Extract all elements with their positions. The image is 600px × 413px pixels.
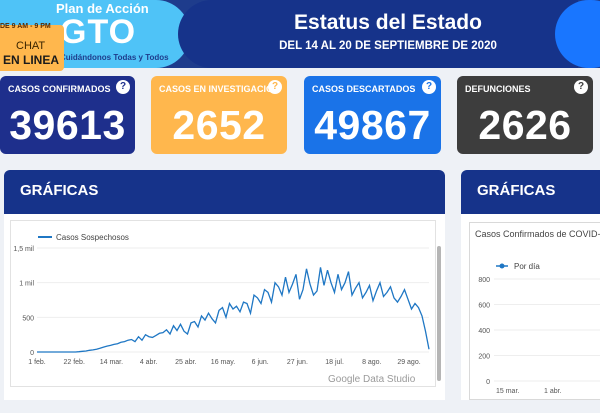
help-icon[interactable]: ? <box>116 80 130 94</box>
series-line-casos-sospechosos <box>37 267 430 353</box>
y-tick-label: 0 <box>486 379 490 386</box>
logo-tagline: Cuidándonos Todas y Todos <box>60 53 169 62</box>
graficas-title: GRÁFICAS <box>477 182 556 199</box>
help-icon[interactable]: ? <box>422 80 436 94</box>
help-icon[interactable]: ? <box>268 80 282 94</box>
card-label: CASOS DESCARTADOS <box>312 84 416 94</box>
legend-label: Casos Sospechosos <box>56 233 129 242</box>
data-studio-watermark: Google Data Studio <box>328 374 416 385</box>
y-tick-label: 0 <box>30 350 34 357</box>
x-tick-label: 8 ago. <box>362 359 382 366</box>
y-tick-label: 1,5 mil <box>13 246 34 253</box>
y-tick-label: 600 <box>478 303 490 310</box>
x-tick-label: 14 mar. <box>100 359 123 366</box>
y-tick-label: 800 <box>478 277 490 284</box>
x-tick-label: 27 jun. <box>287 359 308 366</box>
chart-title: Casos Confirmados de COVID-19 <box>475 229 600 239</box>
chat-label-online: EN LINEA <box>3 53 60 67</box>
card-investigacion: CASOS EN INVESTIGACIÓN ? 2652 <box>151 76 287 154</box>
x-tick-label: 29 ago. <box>397 359 420 366</box>
card-value: 2626 <box>478 102 572 148</box>
x-tick-label: 15 mar. <box>496 388 519 395</box>
card-value: 2652 <box>172 102 266 148</box>
card-label: CASOS CONFIRMADOS <box>8 84 111 94</box>
page-subtitle: DEL 14 AL 20 DE SEPTIEMBRE DE 2020 <box>279 40 497 52</box>
x-tick-label: 18 jul. <box>325 359 344 366</box>
chart-scrollbar[interactable] <box>437 246 441 381</box>
title-banner: Estatus del Estado DEL 14 AL 20 DE SEPTI… <box>178 0 578 68</box>
x-tick-label: 16 may. <box>211 359 235 366</box>
x-tick-label: 4 abr. <box>140 359 158 366</box>
card-label: CASOS EN INVESTIGACIÓN <box>159 84 280 94</box>
line-chart-svg: Casos Sospechosos 0 500 1 mil 1,5 mil 1 feb. 2… <box>13 233 430 366</box>
x-tick-label: 6 jun. <box>252 359 269 366</box>
chat-online-button[interactable]: DE 9 AM - 9 PM CHAT EN LINEA <box>0 23 64 71</box>
x-tick-label: 1 abr. <box>544 388 562 395</box>
y-tick-label: 200 <box>478 354 490 361</box>
x-tick-label: 22 feb. <box>63 359 84 366</box>
legend-label: Por día <box>514 262 540 271</box>
logo-gto-text: GTO <box>60 13 137 51</box>
confirmed-cases-chart[interactable]: Casos Confirmados de COVID-19 Por día 0 20… <box>469 222 600 400</box>
suspected-cases-chart[interactable]: Casos Sospechosos 0 500 1 mil 1,5 mil 1 feb. 2… <box>10 220 436 387</box>
card-value: 49867 <box>314 102 431 148</box>
graficas-header-right: GRÁFICAS <box>461 170 600 214</box>
card-confirmados: CASOS CONFIRMADOS ? 39613 <box>0 76 135 154</box>
card-label: DEFUNCIONES <box>465 84 531 94</box>
x-tick-label: 25 abr. <box>175 359 196 366</box>
page-title: Estatus del Estado <box>294 11 482 34</box>
y-tick-label: 500 <box>22 315 34 322</box>
line-chart-svg-2: Por día 0 200 400 600 800 15 mar. 1 abr. <box>478 262 600 395</box>
y-tick-label: 400 <box>478 328 490 335</box>
graficas-title: GRÁFICAS <box>20 182 99 199</box>
chat-hours: DE 9 AM - 9 PM <box>0 23 51 30</box>
graficas-header: GRÁFICAS <box>4 170 445 214</box>
card-defunciones: DEFUNCIONES ? 2626 <box>457 76 593 154</box>
card-value: 39613 <box>9 102 126 148</box>
logo-plan-text: Plan de Acción <box>56 1 149 16</box>
chat-label: CHAT <box>16 40 46 52</box>
help-icon[interactable]: ? <box>574 80 588 94</box>
card-descartados: CASOS DESCARTADOS ? 49867 <box>304 76 441 154</box>
x-tick-label: 1 feb. <box>28 359 46 366</box>
y-tick-label: 1 mil <box>19 281 34 288</box>
